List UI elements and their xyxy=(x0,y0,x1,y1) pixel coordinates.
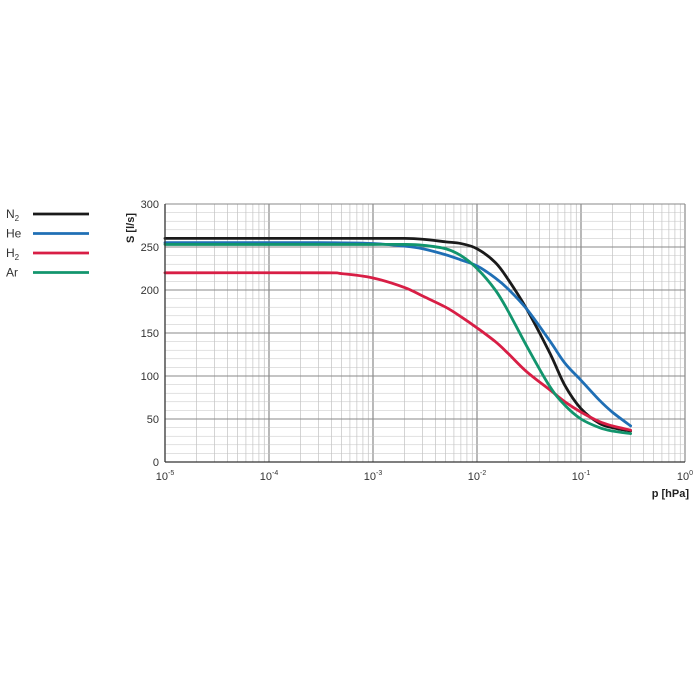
x-tick-label: 10-5 xyxy=(156,470,175,483)
x-tick-label: 10-1 xyxy=(572,470,591,483)
series-line-n2 xyxy=(163,236,633,433)
series-line-ar xyxy=(163,242,633,436)
axes xyxy=(164,204,685,463)
y-tick-label: 300 xyxy=(141,199,159,211)
series-group xyxy=(163,236,633,436)
y-tick-label: 200 xyxy=(141,285,159,297)
x-tick-label: 10-2 xyxy=(468,470,487,483)
y-tick-label: 50 xyxy=(147,414,159,426)
x-tick-label: 10-3 xyxy=(364,470,383,483)
legend-label: H2 xyxy=(6,246,20,262)
series-line-h2 xyxy=(163,271,633,432)
y-tick-label: 0 xyxy=(153,457,159,469)
legend-label: He xyxy=(6,227,22,241)
x-tick-label: 100 xyxy=(677,470,693,483)
legend-label: Ar xyxy=(6,266,18,280)
y-axis-title: S [l/s] xyxy=(125,213,137,243)
legend: N2 He H2 Ar xyxy=(6,207,89,280)
y-tick-label: 250 xyxy=(141,242,159,254)
x-axis-title: p [hPa] xyxy=(652,488,690,500)
x-tick-labels: 10-5 10-4 10-3 10-2 10-1 100 xyxy=(156,470,693,483)
legend-label: N2 xyxy=(6,207,20,223)
y-tick-label: 150 xyxy=(141,328,159,340)
y-tick-label: 100 xyxy=(141,371,159,383)
y-tick-labels: 0 50 100 150 200 250 300 xyxy=(141,199,159,469)
x-tick-label: 10-4 xyxy=(260,470,279,483)
